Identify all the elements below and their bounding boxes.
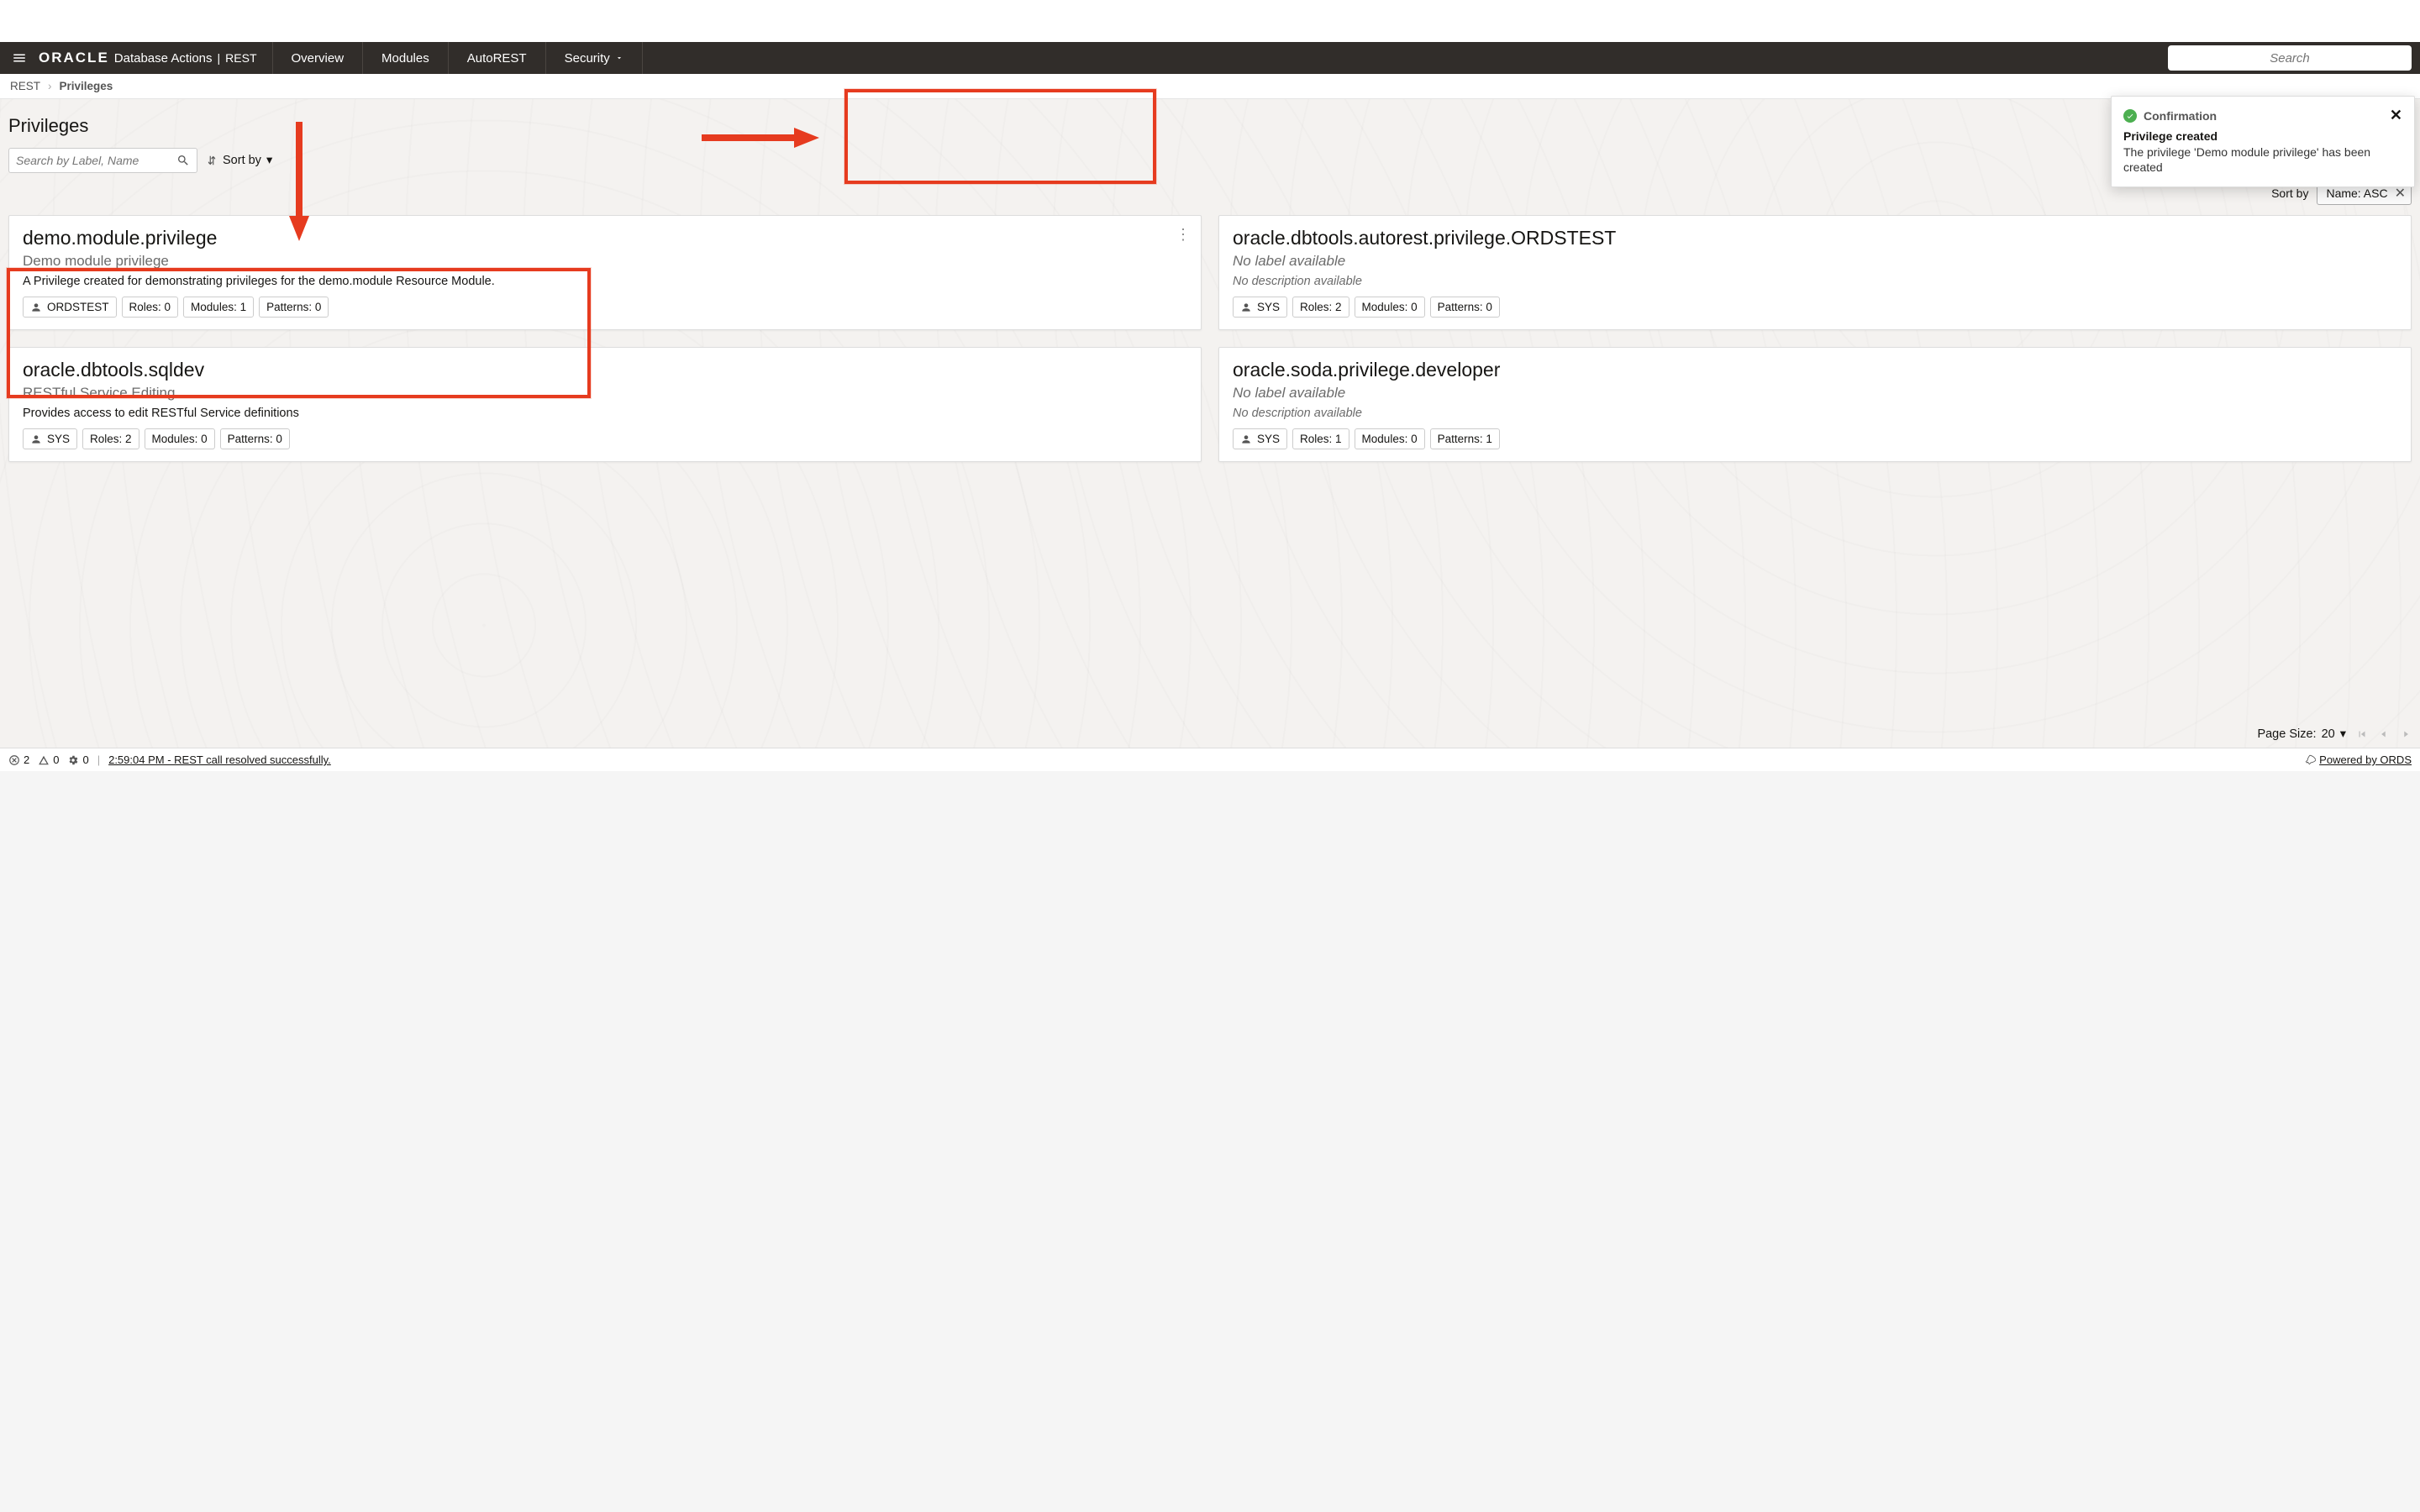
card-title: oracle.soda.privilege.developer	[1233, 359, 2397, 381]
nav-tab-modules[interactable]: Modules	[362, 42, 448, 74]
privilege-card[interactable]: oracle.dbtools.autorest.privilege.ORDSTE…	[1218, 215, 2412, 330]
nav-tab-overview[interactable]: Overview	[272, 42, 363, 74]
global-search[interactable]	[2168, 45, 2412, 71]
owner-tag: SYS	[1233, 297, 1287, 318]
top-navbar: ORACLE Database Actions | REST Overview …	[0, 42, 2420, 74]
brand-subtitle: Database Actions	[114, 51, 213, 66]
hamburger-menu[interactable]	[0, 42, 39, 74]
roles-tag: Roles: 1	[1292, 428, 1349, 449]
toast-title: Privilege created	[2123, 129, 2402, 143]
pager-next-bottom[interactable]	[2400, 728, 2412, 740]
search-icon	[176, 154, 190, 167]
status-errors[interactable]: 2	[8, 753, 29, 766]
user-icon	[1240, 433, 1252, 445]
card-description: No description available	[1233, 275, 2397, 288]
modules-tag: Modules: 0	[145, 428, 215, 449]
card-description: Provides access to edit RESTful Service …	[23, 407, 1187, 420]
sort-row-label: Sort by	[2271, 186, 2308, 200]
card-label: No label available	[1233, 385, 2397, 402]
success-check-icon	[2123, 109, 2137, 123]
brand-section: REST	[225, 51, 256, 65]
confirmation-toast: Confirmation ✕ Privilege created The pri…	[2111, 96, 2415, 187]
card-description: No description available	[1233, 407, 2397, 420]
user-icon	[1240, 302, 1252, 313]
privilege-card[interactable]: demo.module.privilege Demo module privil…	[8, 215, 1202, 330]
pager-prev-bottom[interactable]	[2378, 728, 2390, 740]
caret-down-icon: ▾	[2340, 727, 2346, 741]
breadcrumb-root[interactable]: REST	[10, 80, 40, 92]
modules-tag: Modules: 1	[183, 297, 254, 318]
modules-tag: Modules: 0	[1355, 297, 1425, 318]
card-label: RESTful Service Editing	[23, 385, 1187, 402]
patterns-tag: Patterns: 1	[1430, 428, 1500, 449]
powered-by-link[interactable]: Powered by ORDS	[2304, 753, 2412, 766]
brand: ORACLE Database Actions | REST	[39, 50, 272, 66]
card-title: demo.module.privilege	[23, 227, 1187, 249]
roles-tag: Roles: 0	[122, 297, 179, 318]
filter-search-input[interactable]	[16, 154, 176, 167]
oracle-logo: ORACLE	[39, 50, 109, 66]
owner-tag: SYS	[23, 428, 77, 449]
chevron-down-icon	[615, 54, 623, 62]
privilege-card[interactable]: oracle.soda.privilege.developer No label…	[1218, 347, 2412, 462]
user-icon	[30, 302, 42, 313]
toast-close-button[interactable]: ✕	[2390, 107, 2402, 124]
user-icon	[30, 433, 42, 445]
pager-first-bottom[interactable]	[2356, 728, 2368, 740]
modules-tag: Modules: 0	[1355, 428, 1425, 449]
status-message[interactable]: 2:59:04 PM - REST call resolved successf…	[108, 753, 331, 766]
status-warnings[interactable]: 0	[38, 753, 59, 766]
card-menu-button[interactable]: ⋮	[1176, 226, 1191, 244]
sort-label: Sort by	[223, 154, 261, 167]
owner-tag: SYS	[1233, 428, 1287, 449]
page-title: Privileges	[8, 115, 88, 137]
toast-message: The privilege 'Demo module privilege' ha…	[2123, 144, 2402, 175]
roles-tag: Roles: 2	[82, 428, 139, 449]
nav-tab-security[interactable]: Security	[545, 42, 643, 74]
global-search-input[interactable]	[2176, 51, 2403, 66]
page-size-label-bottom: Page Size:	[2257, 727, 2316, 741]
warning-icon	[38, 754, 50, 766]
sort-chip-label: Name: ASC	[2326, 186, 2387, 200]
sort-button[interactable]: Sort by ▾	[206, 154, 272, 167]
toast-header: Confirmation	[2144, 109, 2383, 123]
patterns-tag: Patterns: 0	[1430, 297, 1500, 318]
rocket-icon	[2304, 754, 2316, 766]
card-description: A Privilege created for demonstrating pr…	[23, 275, 1187, 288]
sort-icon	[206, 155, 218, 166]
patterns-tag: Patterns: 0	[220, 428, 290, 449]
breadcrumb-separator: ›	[48, 80, 52, 92]
breadcrumb: REST › Privileges	[0, 74, 2420, 99]
card-label: Demo module privilege	[23, 253, 1187, 270]
card-title: oracle.dbtools.autorest.privilege.ORDSTE…	[1233, 227, 2397, 249]
card-title: oracle.dbtools.sqldev	[23, 359, 1187, 381]
page-size-selector-bottom[interactable]: Page Size: 20 ▾	[2257, 727, 2346, 741]
filter-search[interactable]	[8, 148, 197, 173]
breadcrumb-current: Privileges	[60, 80, 113, 92]
roles-tag: Roles: 2	[1292, 297, 1349, 318]
hamburger-icon	[12, 50, 27, 66]
status-settings[interactable]: 0	[67, 753, 88, 766]
gear-icon	[67, 754, 79, 766]
card-label: No label available	[1233, 253, 2397, 270]
error-icon	[8, 754, 20, 766]
caret-down-icon: ▾	[266, 154, 272, 167]
privilege-card[interactable]: oracle.dbtools.sqldev RESTful Service Ed…	[8, 347, 1202, 462]
owner-tag: ORDSTEST	[23, 297, 117, 318]
brand-divider: |	[218, 51, 221, 65]
status-bar: 2 0 0 | 2:59:04 PM - REST call resolved …	[0, 748, 2420, 771]
patterns-tag: Patterns: 0	[259, 297, 329, 318]
nav-tab-autorest[interactable]: AutoREST	[448, 42, 545, 74]
page-size-value-bottom: 20	[2322, 727, 2335, 741]
